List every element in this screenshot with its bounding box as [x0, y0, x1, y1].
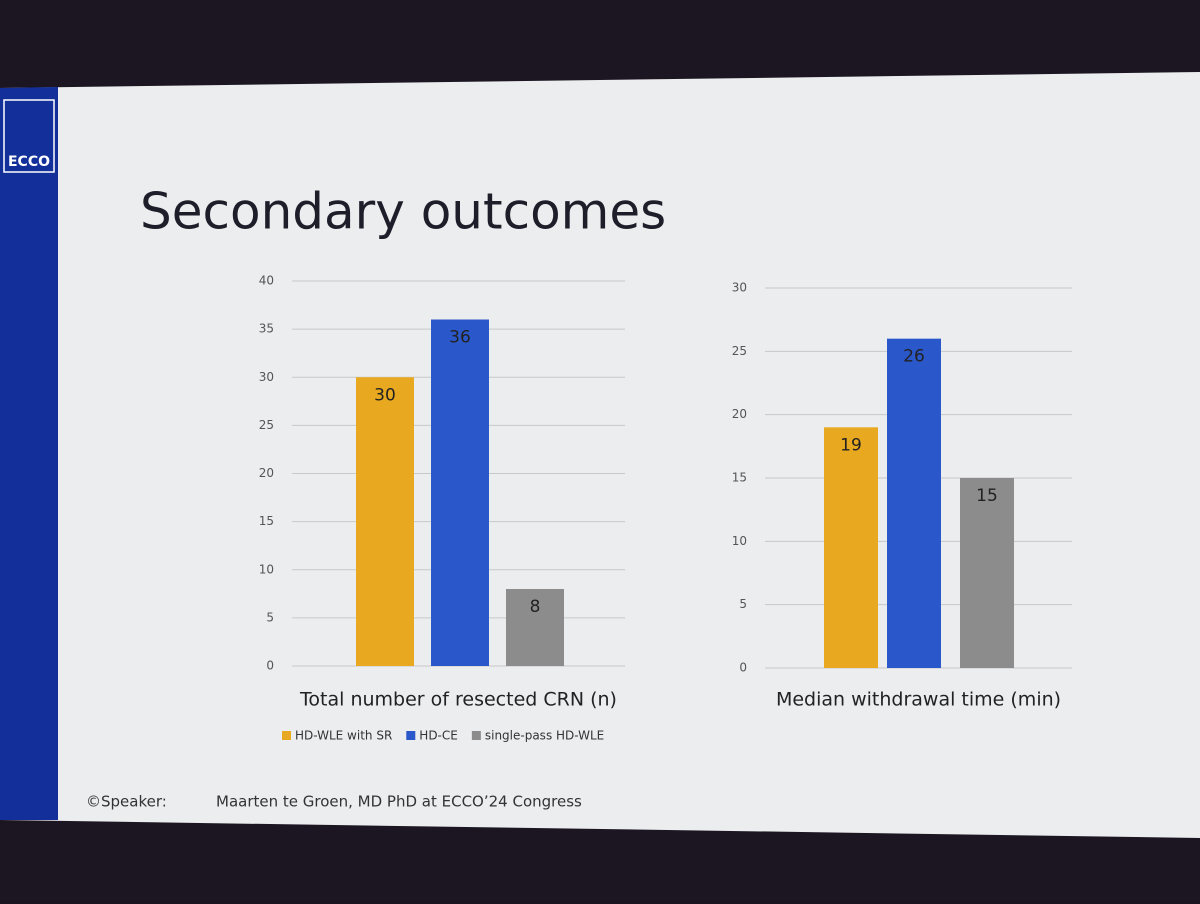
bar	[356, 377, 414, 666]
legend-swatch	[471, 731, 481, 740]
bar	[431, 319, 489, 666]
legend-label: HD-WLE with SR	[295, 729, 392, 743]
y-tick-label: 15	[732, 471, 747, 485]
y-tick-label: 40	[259, 274, 274, 288]
y-tick-label: 0	[266, 659, 274, 673]
value-label: 19	[840, 435, 862, 455]
y-tick-label: 10	[259, 562, 274, 576]
y-tick-label: 30	[259, 370, 274, 384]
value-label: 8	[530, 597, 541, 617]
footer-label: ©Speaker:	[86, 793, 167, 811]
bar	[960, 478, 1014, 668]
bar	[887, 338, 941, 668]
bar	[506, 589, 564, 666]
value-label: 30	[374, 385, 396, 405]
x-axis-label: Total number of resected CRN (n)	[299, 689, 617, 711]
value-label: 26	[903, 347, 925, 367]
y-tick-label: 15	[259, 514, 274, 528]
y-tick-label: 25	[732, 344, 747, 358]
legend-swatch	[282, 731, 291, 740]
bar	[824, 427, 878, 668]
y-tick-label: 5	[739, 597, 747, 611]
x-axis-label: Median withdrawal time (min)	[776, 689, 1061, 711]
y-tick-label: 0	[739, 661, 747, 675]
value-label: 15	[976, 486, 998, 506]
legend-label: single-pass HD-WLE	[485, 729, 604, 743]
legend-label: HD-CE	[419, 729, 458, 743]
y-tick-label: 10	[732, 534, 747, 548]
side-stripe	[0, 87, 58, 820]
y-tick-label: 5	[266, 610, 274, 624]
y-tick-label: 30	[732, 281, 747, 295]
y-tick-label: 35	[259, 322, 274, 336]
value-label: 36	[449, 328, 471, 348]
logo-box	[3, 99, 55, 173]
footer-text: Maarten te Groen, MD PhD at ECCO’24 Cong…	[216, 793, 582, 811]
logo-text: ECCO	[8, 154, 50, 170]
legend-swatch	[406, 731, 416, 740]
y-tick-label: 20	[732, 407, 747, 421]
y-tick-label: 25	[259, 418, 274, 432]
y-tick-label: 20	[259, 466, 274, 480]
slide-title: Secondary outcomes	[140, 183, 666, 241]
